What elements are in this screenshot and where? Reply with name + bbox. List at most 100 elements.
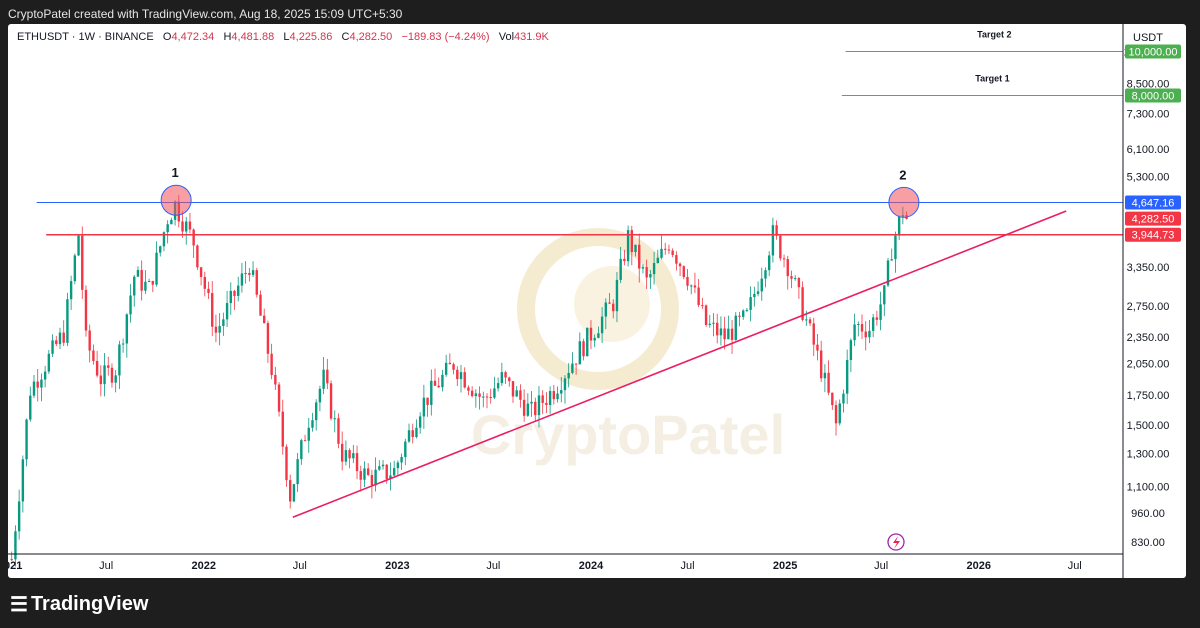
marker-circle xyxy=(160,184,192,216)
candle-body xyxy=(612,303,615,312)
candle-body xyxy=(734,315,737,340)
candle-body xyxy=(344,450,348,462)
price-tag-label: 10,000.00 xyxy=(1129,47,1178,59)
y-tick-label: 8,500.00 xyxy=(1127,79,1170,91)
candle-body xyxy=(671,250,674,256)
attribution-bar: CryptoPatel created with TradingView.com… xyxy=(0,0,1200,26)
candle-body xyxy=(411,430,414,438)
price-chart[interactable]: CryptoPatel Target 2 Target 1 1 2 USDT 10,00… xyxy=(8,24,1186,578)
candles-layer xyxy=(10,195,908,567)
candle-body xyxy=(467,387,470,391)
candle-body xyxy=(378,466,381,470)
tradingview-brand: TradingView xyxy=(30,593,149,615)
candle-body xyxy=(404,441,407,457)
x-tick-label: 2023 xyxy=(385,560,409,572)
candle-body xyxy=(14,531,17,560)
watermark-coin-icon xyxy=(517,228,679,390)
candle-body xyxy=(229,290,232,304)
candle-body xyxy=(207,288,210,294)
candle-body xyxy=(482,396,485,398)
low-label: L xyxy=(283,31,290,43)
candle-body xyxy=(567,372,570,379)
chart-panel[interactable]: CryptoPatel Target 2 Target 1 1 2 USDT 10,00… xyxy=(8,24,1186,578)
candle-body xyxy=(136,269,140,277)
candle-body xyxy=(478,393,481,397)
candle-body xyxy=(504,372,507,378)
candle-body xyxy=(333,418,336,420)
candle-body xyxy=(147,281,151,283)
volume-label: Vol xyxy=(498,31,515,43)
candle-body xyxy=(779,235,782,259)
price-tag xyxy=(1125,44,1181,59)
candle-body xyxy=(838,403,841,424)
tradingview-logo[interactable]: ☰ TradingView xyxy=(10,592,148,617)
candle-body xyxy=(493,388,496,398)
candle-body xyxy=(363,468,366,480)
candle-body xyxy=(875,317,879,320)
candle-body xyxy=(593,337,596,341)
low-value: 4,225.86 xyxy=(289,31,333,43)
candle-body xyxy=(660,248,663,258)
candle-body xyxy=(266,323,270,354)
candle-body xyxy=(790,276,793,279)
candle-body xyxy=(29,395,32,420)
price-tag xyxy=(1125,227,1181,242)
candle-body xyxy=(218,325,221,333)
candle-body xyxy=(745,309,749,311)
candle-body xyxy=(281,411,284,447)
target-label: Target 2 xyxy=(977,30,1011,40)
candle-body xyxy=(352,453,355,459)
candle-body xyxy=(537,395,541,416)
marker-circle xyxy=(888,186,920,218)
candle-body xyxy=(600,316,604,334)
x-tick-label: 2026 xyxy=(966,560,990,572)
candle-body xyxy=(237,285,240,296)
candle-body xyxy=(192,229,195,246)
candle-body xyxy=(712,322,715,324)
candle-body xyxy=(366,468,370,475)
candle-body xyxy=(73,255,77,282)
change-value: −189.83 (−4.24%) xyxy=(401,31,490,43)
candle-body xyxy=(716,322,719,336)
candle-body xyxy=(270,353,273,375)
high-label: H xyxy=(223,31,232,43)
candle-body xyxy=(511,381,515,397)
candle-body xyxy=(114,375,117,383)
candle-body xyxy=(125,314,129,344)
candle-body xyxy=(849,340,853,360)
candle-body xyxy=(36,381,39,388)
candle-body xyxy=(615,279,619,312)
candle-body xyxy=(389,475,392,479)
candle-body xyxy=(326,369,329,384)
candle-body xyxy=(118,344,121,376)
marker-label: 1 xyxy=(172,165,179,180)
candle-body xyxy=(678,263,682,267)
candle-body xyxy=(95,360,99,376)
candle-body xyxy=(764,270,767,279)
candle-body xyxy=(626,230,630,262)
candle-body xyxy=(17,501,21,532)
candle-body xyxy=(860,324,864,332)
candle-body xyxy=(871,317,875,331)
candle-body xyxy=(296,459,299,485)
candle-body xyxy=(92,350,95,361)
candle-body xyxy=(508,377,511,382)
candle-body xyxy=(307,427,310,441)
candle-body xyxy=(140,269,143,291)
candle-body xyxy=(203,276,206,289)
price-tag-label: 8,000.00 xyxy=(1132,90,1175,102)
event-icon xyxy=(887,533,905,551)
candle-body xyxy=(25,419,28,460)
candle-body xyxy=(730,328,734,340)
candle-body xyxy=(385,464,388,479)
x-tick-label: Jul xyxy=(1068,560,1082,572)
candle-body xyxy=(311,420,314,428)
candle-body xyxy=(652,263,656,275)
candle-body xyxy=(519,390,522,400)
candle-body xyxy=(526,403,530,416)
footer-bar: ☰ TradingView xyxy=(0,578,1200,628)
volume-value: 431.9K xyxy=(514,31,549,43)
candle-body xyxy=(225,303,229,320)
candle-body xyxy=(819,350,823,379)
x-tick-label: Jul xyxy=(486,560,500,572)
